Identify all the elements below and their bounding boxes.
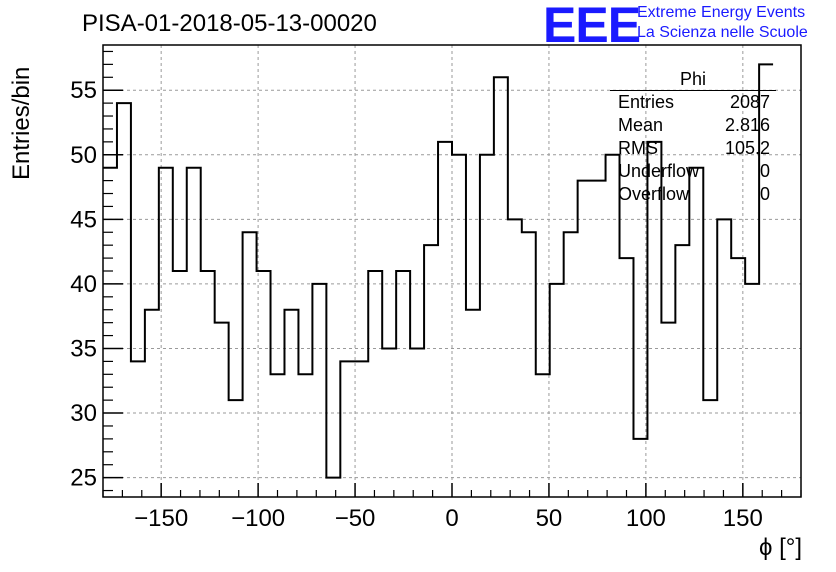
x-tick-label: −100 — [231, 505, 285, 532]
y-tick-label: 45 — [70, 206, 97, 233]
histogram-bin — [326, 478, 340, 497]
histogram-bin — [606, 155, 620, 497]
stats-value: 0 — [759, 184, 770, 204]
histogram-bin — [229, 400, 243, 497]
stats-value: 0 — [759, 161, 770, 181]
histogram-bin — [675, 245, 689, 497]
histogram-bin — [578, 181, 592, 497]
x-tick-label: 0 — [445, 505, 458, 532]
histogram-bin — [536, 374, 550, 497]
histogram-bin — [592, 181, 606, 497]
x-tick-label: 100 — [626, 505, 666, 532]
stats-row-mean: Mean 2.816 — [610, 114, 776, 137]
histogram-bin — [717, 219, 731, 497]
chart-title: PISA-01-2018-05-13-00020 — [82, 10, 377, 37]
histogram-bin — [243, 232, 257, 497]
stats-label: Mean — [618, 115, 664, 135]
x-tick-label: −50 — [335, 505, 376, 532]
histogram-bin — [703, 400, 717, 497]
histogram-bin — [452, 155, 466, 497]
stats-row-overflow: Overflow 0 — [610, 183, 776, 206]
stats-row-entries: Entries 2087 — [610, 91, 776, 114]
histogram-bin — [340, 361, 354, 497]
x-tick-label: −150 — [134, 505, 188, 532]
histogram-bin — [494, 77, 508, 497]
stats-row-underflow: Underflow 0 — [610, 160, 776, 183]
y-tick-label: 40 — [70, 271, 97, 298]
histogram-bin — [424, 245, 438, 497]
histogram-bin — [396, 271, 410, 497]
y-tick-label: 35 — [70, 335, 97, 362]
stats-value: 2.816 — [724, 115, 770, 135]
histogram-bin — [508, 219, 522, 497]
histogram-bin — [271, 374, 285, 497]
histogram-bin — [145, 310, 159, 497]
tick-labels: −150 −100 −50 0 50 100 150 25 30 35 40 45 50 55 — [70, 77, 763, 532]
histogram-bin — [550, 284, 564, 497]
histogram-bin — [745, 284, 759, 497]
histogram-bin — [257, 271, 271, 497]
histogram-bin — [564, 232, 578, 497]
histogram-bin — [731, 258, 745, 497]
histogram-bin — [633, 439, 647, 497]
eee-logo: EEE — [543, 0, 641, 53]
y-tick-label: 50 — [70, 142, 97, 169]
logo-line-1: Extreme Energy Events — [637, 4, 806, 21]
histogram-bin — [103, 168, 117, 497]
stats-name: Phi — [610, 68, 776, 91]
stats-row-rms: RMS 105.2 — [610, 137, 776, 160]
stats-label: Underflow — [618, 161, 700, 181]
logo-line-2: La Scienza nelle Scuole — [637, 24, 808, 41]
histogram-bin — [201, 271, 215, 497]
stats-label: RMS — [618, 138, 658, 158]
stats-label: Entries — [618, 92, 675, 112]
y-tick-label: 30 — [70, 400, 97, 427]
x-tick-label: 150 — [723, 505, 763, 532]
histogram-bin — [131, 361, 145, 497]
x-tick-label: 50 — [536, 505, 563, 532]
histogram-bin — [410, 348, 424, 497]
histogram-bin — [661, 323, 675, 497]
histogram-bin — [466, 310, 480, 497]
histogram-bin — [620, 258, 634, 497]
histogram-bin — [215, 323, 229, 497]
histogram-bin — [368, 271, 382, 497]
stats-value: 2087 — [729, 92, 770, 112]
histogram-bin — [298, 374, 312, 497]
histogram-bin — [522, 232, 536, 497]
y-tick-label: 25 — [70, 465, 97, 492]
histogram-bin — [117, 103, 131, 497]
histogram-bin — [354, 361, 368, 497]
x-axis-label: ϕ [°] — [758, 534, 802, 561]
y-tick-label: 55 — [70, 77, 97, 104]
histogram-bin — [187, 168, 201, 497]
histogram-bin — [689, 168, 703, 497]
histogram-bin — [173, 271, 187, 497]
histogram-bin — [312, 284, 326, 497]
stats-label: Overflow — [618, 184, 690, 204]
histogram-outline — [103, 63, 774, 479]
y-axis-label: Entries/bin — [8, 66, 35, 180]
histogram-bin — [382, 348, 396, 497]
histogram-bin — [438, 142, 452, 497]
histogram-bin — [284, 310, 298, 497]
axis-ticks — [102, 50, 802, 497]
stats-value: 105.2 — [724, 138, 770, 158]
stats-box: Phi Entries 2087 Mean 2.816 RMS 105.2 Under… — [610, 68, 776, 206]
histogram-bin — [159, 168, 173, 497]
histogram-bin — [480, 155, 494, 497]
